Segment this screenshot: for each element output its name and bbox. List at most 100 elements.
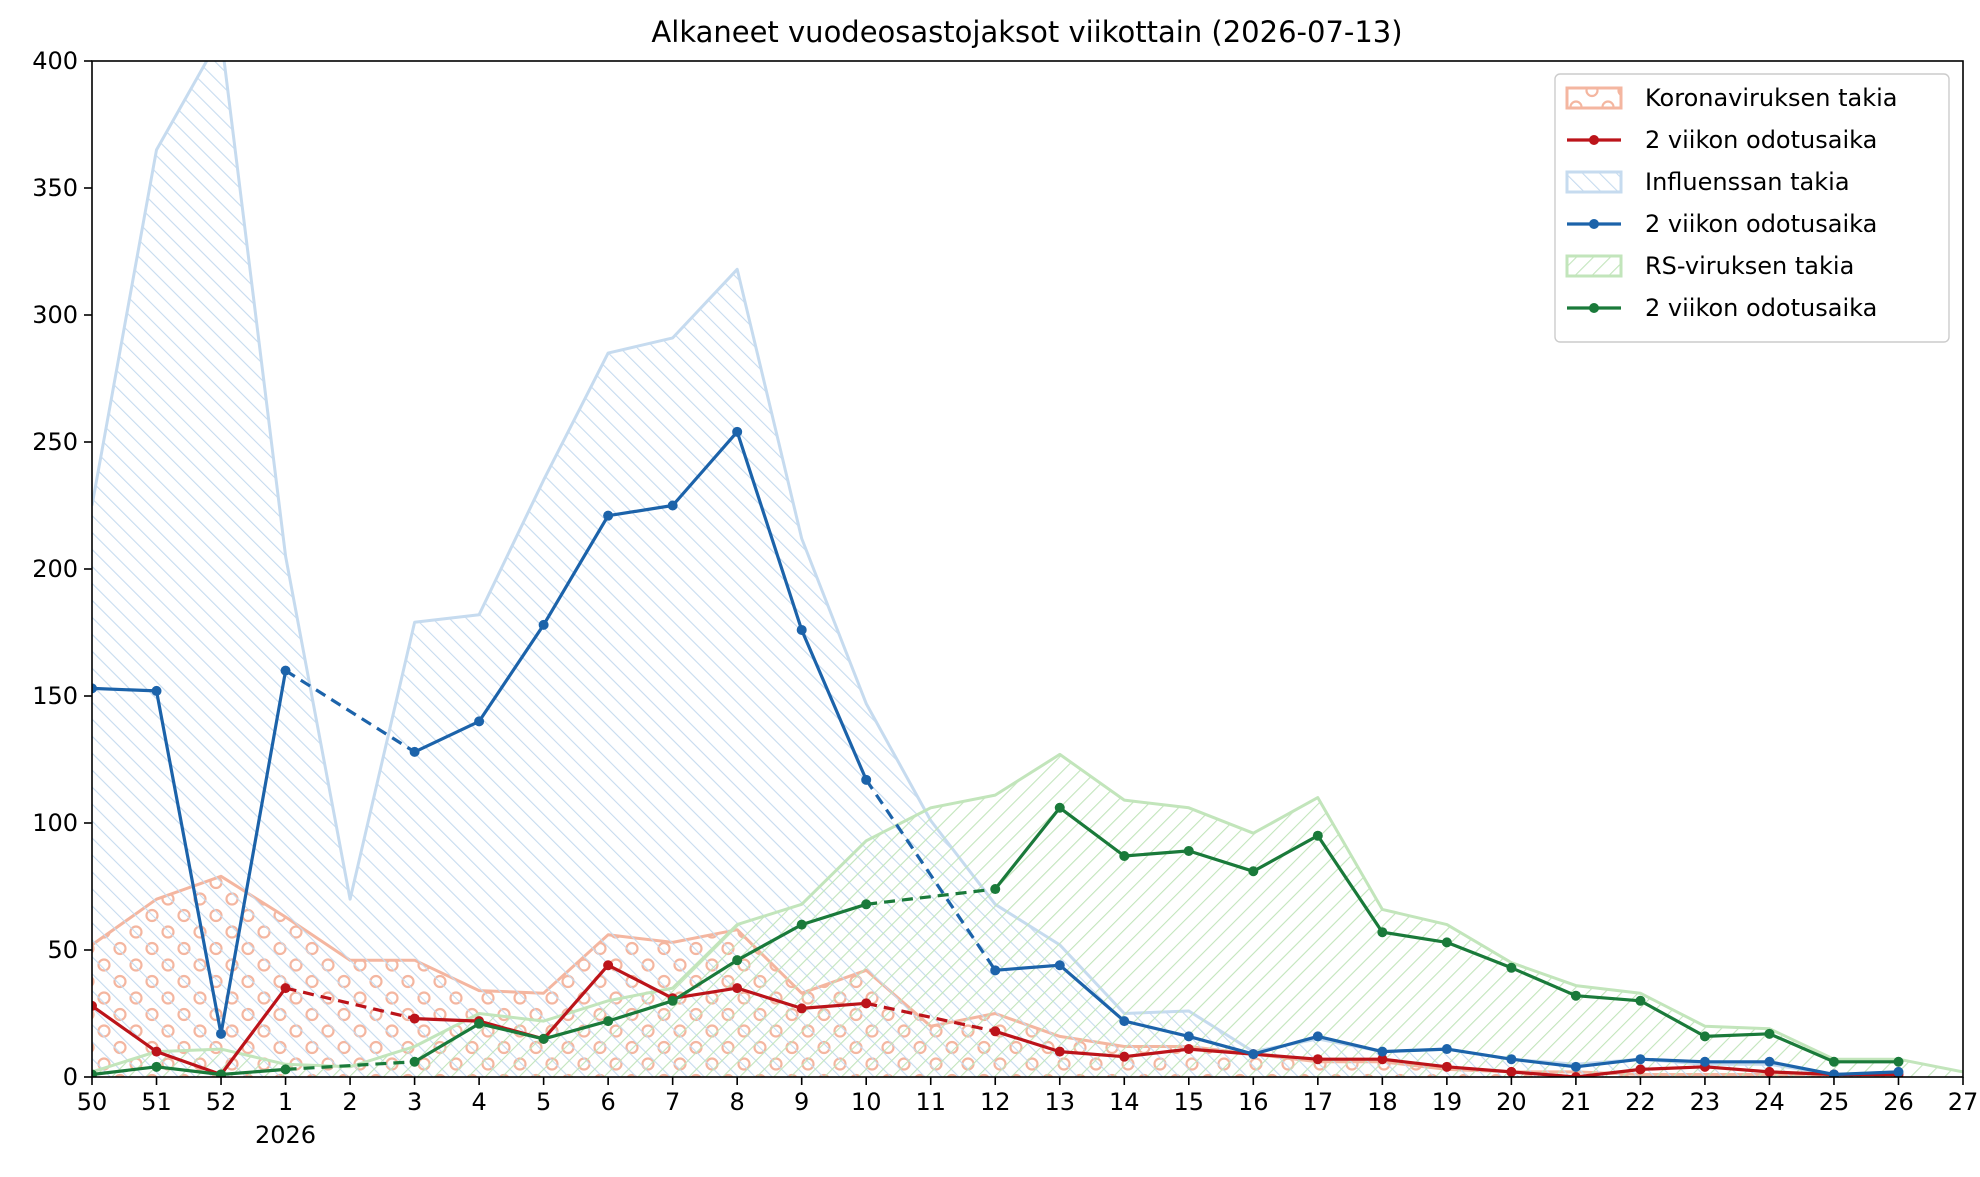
- point-series-5-5: [538, 1033, 549, 1044]
- point-series-3-12: [990, 965, 1001, 976]
- legend-label-1: 2 viikon odotusaika: [1645, 126, 1877, 154]
- point-series-3-24: [1764, 1056, 1775, 1067]
- legend-label-0: Koronaviruksen takia: [1645, 84, 1898, 112]
- line-layer: [92, 426, 1904, 1077]
- point-series-5-13: [1054, 802, 1065, 813]
- y-tick-label-200: 200: [32, 555, 78, 583]
- chart-title: Alkaneet vuodeosastojaksot viikottain (2…: [651, 15, 1402, 49]
- point-series-1-6: [603, 960, 614, 971]
- point-series-5-26: [1893, 1056, 1904, 1067]
- point-series-1-21: [1570, 1072, 1581, 1077]
- point-series-3-3: [409, 746, 420, 757]
- point-series-5-20: [1506, 962, 1517, 973]
- y-tick-label-100: 100: [32, 809, 78, 837]
- point-series-1-1: [280, 983, 291, 994]
- x-tick-label-25: 25: [1819, 1088, 1850, 1116]
- line-series-3: [92, 670, 288, 1036]
- y-tick-label-300: 300: [32, 301, 78, 329]
- point-series-3-23: [1699, 1056, 1710, 1067]
- legend-swatch-2: [1565, 170, 1623, 194]
- point-series-3-14: [1119, 1016, 1130, 1027]
- line-series-5: [92, 1065, 286, 1077]
- point-series-1-3: [409, 1013, 420, 1024]
- point-series-5-50: [92, 1069, 97, 1077]
- x-tick-label-20: 20: [1496, 1088, 1527, 1116]
- point-series-5-10: [861, 899, 872, 910]
- dashed-gap-series-5: [285, 1060, 415, 1071]
- x-tick-label-8: 8: [730, 1088, 745, 1116]
- x-tick-label-4: 4: [471, 1088, 486, 1116]
- point-series-5-16: [1248, 866, 1259, 877]
- point-series-1-19: [1441, 1061, 1452, 1072]
- y-tick-label-50: 50: [47, 936, 78, 964]
- x-tick-label-24: 24: [1754, 1088, 1785, 1116]
- point-series-3-51: [151, 685, 162, 696]
- line-series-1: [92, 987, 287, 1077]
- point-series-1-20: [1506, 1066, 1517, 1077]
- point-series-3-1: [280, 665, 291, 676]
- x-tick-label-14: 14: [1109, 1088, 1140, 1116]
- point-series-5-14: [1119, 851, 1130, 862]
- line-series-3: [413, 430, 868, 781]
- point-series-5-12: [990, 884, 1001, 895]
- point-series-1-9: [796, 1003, 807, 1014]
- point-series-3-50: [92, 683, 97, 694]
- point-series-5-22: [1635, 995, 1646, 1006]
- x-tick-label-51: 51: [141, 1088, 172, 1116]
- area-fill-series-2: [92, 61, 1899, 1077]
- legend-marker-5: [1589, 303, 1599, 313]
- point-series-1-12: [990, 1026, 1001, 1037]
- x-tick-label-23: 23: [1690, 1088, 1721, 1116]
- x-tick-label-27: 27: [1948, 1088, 1979, 1116]
- point-series-5-4: [474, 1018, 485, 1029]
- point-series-3-25: [1828, 1069, 1839, 1077]
- area-outline-series-4: [92, 752, 1963, 1074]
- x-tick-label-9: 9: [794, 1088, 809, 1116]
- line-series-5: [413, 902, 867, 1064]
- point-series-5-51: [151, 1061, 162, 1072]
- point-series-3-10: [861, 774, 872, 785]
- y-tick-label-400: 400: [32, 47, 78, 75]
- point-series-5-15: [1183, 845, 1194, 856]
- y-tick-label-0: 0: [63, 1063, 78, 1091]
- point-series-1-17: [1312, 1054, 1323, 1065]
- point-series-3-18: [1377, 1046, 1388, 1057]
- point-series-5-17: [1312, 830, 1323, 841]
- point-series-5-25: [1828, 1056, 1839, 1067]
- x-tick-label-11: 11: [915, 1088, 946, 1116]
- point-series-1-10: [861, 998, 872, 1009]
- point-series-5-52: [216, 1069, 227, 1077]
- x-tick-label-12: 12: [980, 1088, 1011, 1116]
- dashed-gap-series-5: [866, 887, 996, 906]
- legend-label-2: Influenssan takia: [1645, 168, 1850, 196]
- point-series-3-20: [1506, 1054, 1517, 1065]
- point-series-3-16: [1248, 1049, 1259, 1060]
- legend: Koronaviruksen takia 2 viikon odotusaika I…: [1554, 73, 1950, 343]
- x-tick-label-13: 13: [1044, 1088, 1075, 1116]
- point-series-3-13: [1054, 960, 1065, 971]
- x-tick-label-10: 10: [851, 1088, 882, 1116]
- point-series-1-15: [1183, 1044, 1194, 1055]
- point-series-3-15: [1183, 1031, 1194, 1042]
- point-series-3-19: [1441, 1044, 1452, 1055]
- x-tick-label-50: 50: [77, 1088, 108, 1116]
- point-series-5-18: [1377, 927, 1388, 938]
- legend-swatch-4: [1565, 254, 1623, 278]
- legend-marker-1: [1589, 135, 1599, 145]
- point-series-3-26: [1893, 1066, 1904, 1077]
- x-tick-label-21: 21: [1561, 1088, 1592, 1116]
- dashed-gap-series-1: [285, 986, 415, 1021]
- x-tick-label-2: 2: [342, 1088, 357, 1116]
- area-fill-series-4: [92, 754, 1963, 1077]
- x-tick-label-6: 6: [600, 1088, 615, 1116]
- point-series-3-6: [603, 510, 614, 521]
- x-tick-label-7: 7: [665, 1088, 680, 1116]
- point-series-5-1: [280, 1064, 291, 1075]
- point-series-5-8: [732, 955, 743, 966]
- dashed-gap-series-1: [865, 1001, 996, 1033]
- point-series-3-52: [216, 1028, 227, 1039]
- point-series-3-21: [1570, 1061, 1581, 1072]
- x-tick-label-15: 15: [1174, 1088, 1205, 1116]
- x-tick-label-26: 26: [1883, 1088, 1914, 1116]
- point-series-5-6: [603, 1016, 614, 1027]
